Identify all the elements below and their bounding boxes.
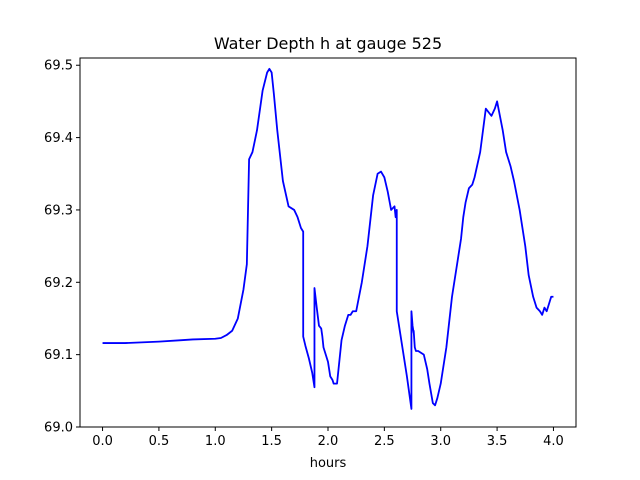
y-tick-label: 69.5 — [44, 59, 73, 74]
x-axis-label: hours — [310, 456, 347, 471]
x-tick-label: 0.0 — [92, 434, 113, 449]
y-tick-label: 69.3 — [44, 203, 73, 218]
x-tick-label: 2.0 — [318, 434, 339, 449]
x-axis: 0.0 0.5 1.0 1.5 2.0 2.5 3.0 3.5 4.0 — [92, 427, 564, 449]
x-tick-label: 4.0 — [543, 434, 564, 449]
y-tick-label: 69.1 — [44, 348, 73, 363]
x-tick-label: 2.5 — [374, 434, 395, 449]
x-tick-label: 3.0 — [430, 434, 451, 449]
x-tick-label: 1.0 — [205, 434, 226, 449]
series-line — [102, 67, 554, 410]
x-tick-label: 0.5 — [149, 434, 170, 449]
y-tick-label: 69.4 — [44, 131, 73, 146]
x-tick-label: 1.5 — [261, 434, 282, 449]
plot-area — [102, 67, 554, 410]
x-tick-label: 3.5 — [487, 434, 508, 449]
y-axis: 69.0 69.1 69.2 69.3 69.4 69.5 — [44, 59, 80, 436]
y-tick-label: 69.2 — [44, 276, 73, 291]
y-tick-label: 69.0 — [44, 421, 73, 436]
chart-title: Water Depth h at gauge 525 — [214, 34, 442, 53]
